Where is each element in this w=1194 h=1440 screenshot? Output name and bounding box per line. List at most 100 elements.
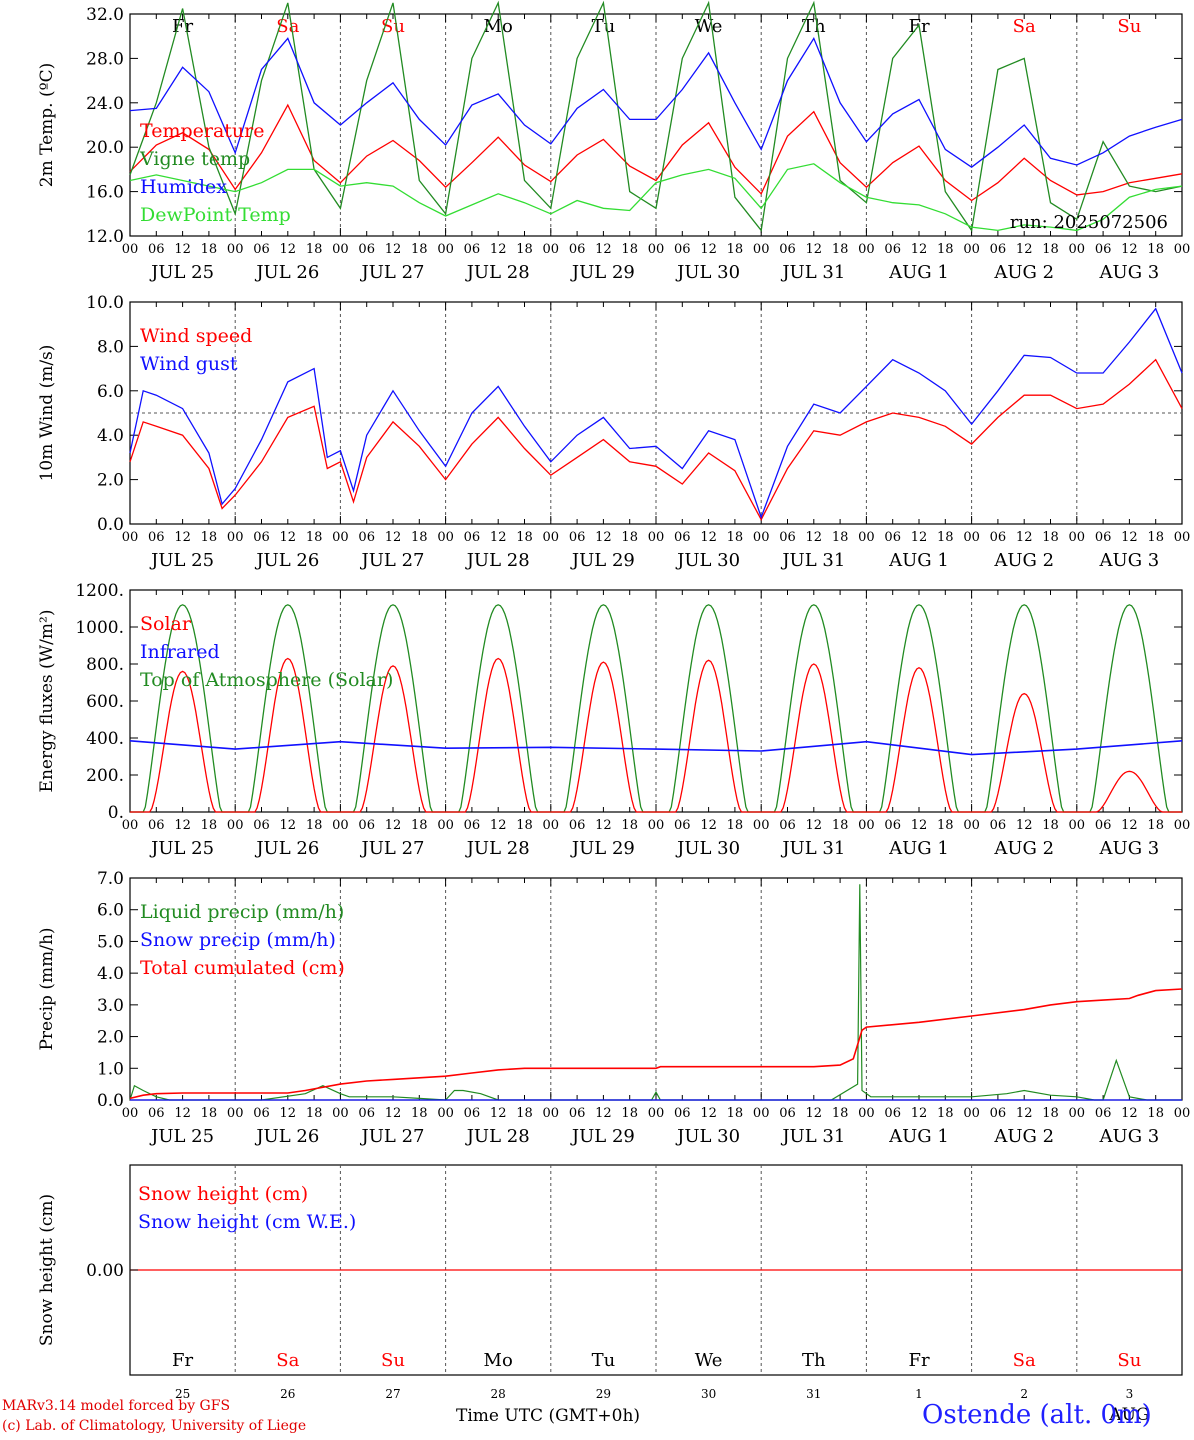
hour-tick-label: 06 [1095, 242, 1112, 257]
day-number-label: 27 [385, 1387, 400, 1401]
hour-tick-label: 06 [674, 1106, 691, 1121]
hour-tick-label: 00 [543, 818, 560, 833]
hour-tick-label: 12 [595, 818, 612, 833]
hour-tick-label: 00 [122, 818, 139, 833]
series-line-liquid-precip-mm-h- [129, 884, 1182, 1101]
hour-tick-label: 18 [411, 1106, 428, 1121]
hour-tick-label: 00 [227, 530, 244, 545]
hour-tick-label: 12 [911, 818, 928, 833]
run-label: run: 2025072506 [1010, 212, 1168, 233]
hour-tick-label: 18 [411, 242, 428, 257]
hour-tick-label: 00 [963, 530, 980, 545]
date-label: JUL 31 [780, 838, 845, 859]
hour-tick-label: 12 [490, 242, 507, 257]
hour-tick-label: 06 [253, 1106, 270, 1121]
date-label: JUL 27 [360, 550, 425, 571]
date-label: JUL 29 [570, 1126, 635, 1147]
hour-tick-label: 18 [621, 818, 638, 833]
y-tick-label: 12.0 [86, 227, 124, 247]
hour-tick-label: 18 [727, 242, 744, 257]
date-label: JUL 25 [149, 262, 214, 283]
hour-tick-label: 18 [306, 242, 323, 257]
hour-tick-label: 06 [569, 818, 586, 833]
hour-tick-label: 00 [1069, 242, 1086, 257]
hour-tick-label: 18 [621, 242, 638, 257]
date-label: AUG 3 [1099, 1126, 1160, 1147]
station-label: Ostende (alt. 0m) [922, 1400, 1152, 1430]
y-tick-label: 4.0 [97, 426, 124, 446]
hour-tick-label: 12 [700, 242, 717, 257]
hour-tick-label: 00 [227, 818, 244, 833]
hour-tick-label: 06 [990, 818, 1007, 833]
hour-tick-label: 00 [122, 242, 139, 257]
hour-tick-label: 12 [280, 530, 297, 545]
y-tick-label: 16.0 [86, 183, 124, 203]
legend-entry: DewPoint Temp [140, 204, 291, 226]
hour-tick-label: 00 [437, 242, 454, 257]
legend-entry: Snow height (cm W.E.) [138, 1211, 356, 1233]
hour-tick-label: 00 [1069, 1106, 1086, 1121]
y-tick-label: 20.0 [86, 138, 124, 158]
date-label: JUL 31 [780, 1126, 845, 1147]
hour-tick-label: 18 [937, 818, 954, 833]
hour-tick-label: 06 [464, 242, 481, 257]
hour-tick-label: 12 [595, 242, 612, 257]
hour-tick-label: 06 [148, 1106, 165, 1121]
hour-tick-label: 18 [201, 530, 218, 545]
solar-curve [235, 657, 341, 813]
legend-entry: Wind speed [140, 325, 252, 347]
hour-tick-label: 12 [385, 530, 402, 545]
hour-tick-label: 12 [280, 242, 297, 257]
hour-tick-label: 06 [464, 1106, 481, 1121]
hour-tick-label: 06 [569, 530, 586, 545]
hour-tick-label: 00 [332, 1106, 349, 1121]
hour-tick-label: 12 [806, 242, 823, 257]
hour-tick-label: 18 [621, 1106, 638, 1121]
hour-tick-label: 00 [1069, 818, 1086, 833]
legend-entry: Liquid precip (mm/h) [140, 901, 344, 923]
date-label: AUG 2 [993, 262, 1054, 283]
weekday-label: Su [381, 1350, 405, 1371]
hour-tick-label: 06 [990, 530, 1007, 545]
weekday-label: Fr [908, 1350, 929, 1371]
hour-tick-label: 18 [937, 1106, 954, 1121]
y-tick-label: 0.0 [97, 1091, 124, 1111]
weekday-label: Su [1117, 16, 1141, 37]
date-label: JUL 28 [465, 550, 530, 571]
hour-tick-label: 12 [1121, 242, 1138, 257]
hour-tick-label: 18 [727, 818, 744, 833]
hour-tick-label: 18 [201, 1106, 218, 1121]
weekday-label: Th [802, 16, 826, 37]
hour-tick-label: 06 [674, 530, 691, 545]
hour-tick-label: 06 [779, 530, 796, 545]
weekday-label: Tu [592, 16, 616, 37]
hour-tick-label: 00 [963, 1106, 980, 1121]
hour-tick-label: 00 [648, 818, 665, 833]
day-number-label: 26 [280, 1387, 295, 1401]
hour-tick-label: 12 [280, 1106, 297, 1121]
day-number-label: 25 [175, 1387, 190, 1401]
day-number-label: 3 [1126, 1387, 1134, 1401]
hour-tick-label: 00 [648, 530, 665, 545]
hour-tick-label: 06 [884, 1106, 901, 1121]
hour-tick-label: 06 [674, 818, 691, 833]
hour-tick-label: 12 [911, 1106, 928, 1121]
legend-entry: Snow precip (mm/h) [140, 929, 336, 951]
hour-tick-label: 06 [358, 530, 375, 545]
hour-tick-label: 06 [569, 1106, 586, 1121]
date-label: JUL 28 [465, 838, 530, 859]
date-label: AUG 3 [1099, 262, 1160, 283]
date-label: JUL 25 [149, 550, 214, 571]
hour-tick-label: 06 [569, 242, 586, 257]
y-tick-label: 8.0 [97, 337, 124, 357]
solar-curve [656, 659, 762, 813]
series-line-humidex [129, 36, 1183, 168]
hour-tick-label: 00 [963, 242, 980, 257]
hour-tick-label: 00 [753, 242, 770, 257]
date-label: AUG 2 [993, 550, 1054, 571]
day-number-label: 30 [701, 1387, 716, 1401]
hour-tick-label: 12 [174, 530, 191, 545]
hour-tick-label: 00 [543, 530, 560, 545]
toa-curve [971, 604, 1077, 813]
weekday-label: Mo [484, 16, 513, 37]
